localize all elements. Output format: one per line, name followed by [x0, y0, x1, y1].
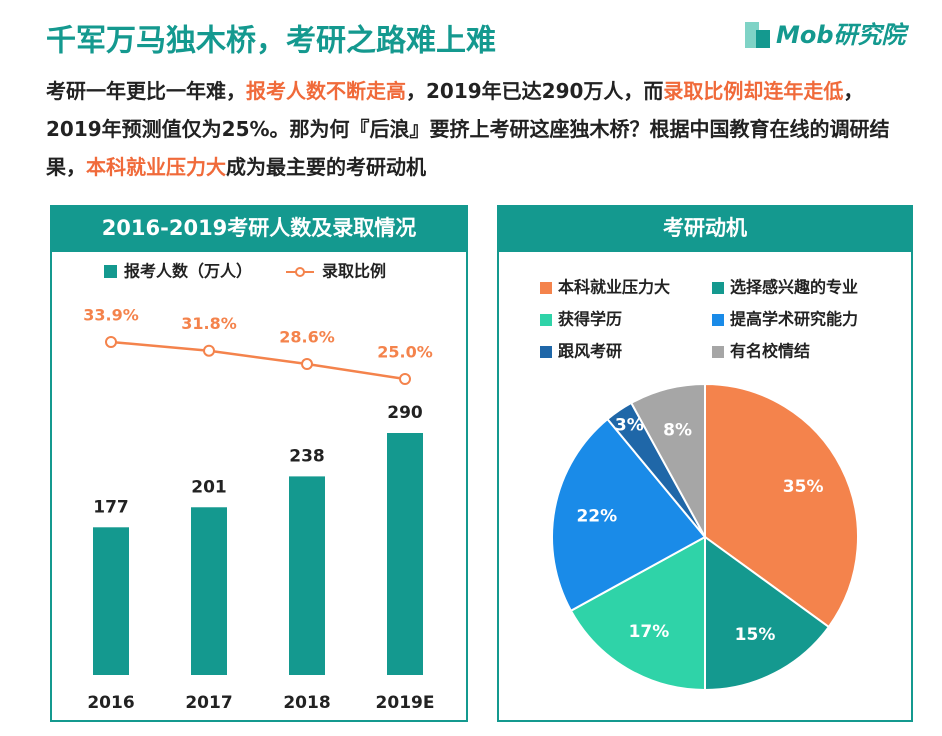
panel-title: 2016-2019考研人数及录取情况 — [102, 216, 417, 240]
data-label: 31.8% — [181, 314, 237, 333]
intro-text: 考研一年更比一年难， — [46, 79, 246, 103]
bar — [93, 527, 129, 675]
data-label: 15% — [735, 625, 776, 645]
pie-slice — [704, 535, 831, 692]
data-label: 35% — [783, 477, 824, 497]
legend-label: 本科就业压力大 — [558, 278, 670, 297]
legend-label: 报考人数（万人） — [124, 262, 252, 281]
highlight-text: 报考人数不断走高 — [246, 79, 406, 103]
legend-label: 跟风考研 — [558, 342, 622, 361]
panel-header — [498, 206, 912, 252]
legend-marker — [540, 346, 552, 358]
x-tick-label: 2018 — [283, 693, 330, 713]
logo-icon — [756, 30, 770, 48]
page-title: 千军万马独木桥，考研之路难上难 — [46, 24, 496, 59]
pie-slice — [704, 382, 859, 629]
data-label: 290 — [387, 403, 423, 423]
logo-icon — [745, 22, 759, 48]
bar — [289, 476, 325, 675]
bar — [191, 507, 227, 675]
data-label: 201 — [191, 477, 227, 497]
legend-marker — [104, 265, 117, 278]
pie-slice — [551, 417, 707, 613]
panel-title: 考研动机 — [663, 216, 747, 240]
logo: Mob研究院 — [776, 21, 910, 49]
data-label: 33.9% — [83, 306, 139, 325]
intro: 考研一年更比一年难，报考人数不断走高，2019年已达290万人，而录取比例却连年… — [46, 72, 916, 186]
line-point — [105, 336, 117, 348]
data-label: 3% — [615, 416, 644, 436]
data-label: 25.0% — [377, 343, 433, 362]
legend-label: 选择感兴趣的专业 — [730, 278, 858, 297]
intro-text: 成为最主要的考研动机 — [226, 155, 426, 179]
x-tick-label: 2016 — [87, 693, 134, 713]
legend-label: 提高学术研究能力 — [730, 310, 858, 329]
data-label: 8% — [663, 420, 692, 440]
intro-text: ，2019年已达290万人，而 — [406, 79, 664, 103]
legend-marker — [295, 267, 305, 277]
line-point — [301, 358, 313, 371]
panel-header — [51, 206, 467, 252]
data-label: 28.6% — [279, 328, 335, 347]
legend-label: 录取比例 — [322, 262, 386, 281]
data-label: 238 — [289, 446, 325, 466]
x-tick-label: 2019E — [376, 693, 435, 713]
legend-marker — [540, 314, 552, 326]
legend-marker — [712, 282, 724, 294]
line-point — [399, 373, 411, 385]
pie-slice — [569, 535, 706, 692]
legend-label: 获得学历 — [558, 310, 622, 329]
data-label: 17% — [629, 622, 670, 642]
pie-slice — [629, 382, 706, 538]
line-series — [110, 340, 406, 381]
bar — [387, 433, 423, 675]
legend-label: 有名校情结 — [730, 342, 810, 361]
legend-marker — [712, 314, 724, 326]
highlight-text: 录取比例却连年走低 — [663, 79, 844, 103]
highlight-text: 本科就业压力大 — [86, 155, 226, 179]
data-label: 177 — [93, 497, 129, 517]
legend-marker — [540, 282, 552, 294]
line-point — [203, 344, 215, 357]
data-label: 22% — [576, 506, 617, 526]
x-tick-label: 2017 — [185, 693, 232, 713]
legend-marker — [712, 346, 724, 358]
intro-text: ，2019年预测值仅为25%。那为何『后浪』要挤上考研这座独木桥？根据中国教育在… — [46, 79, 890, 179]
